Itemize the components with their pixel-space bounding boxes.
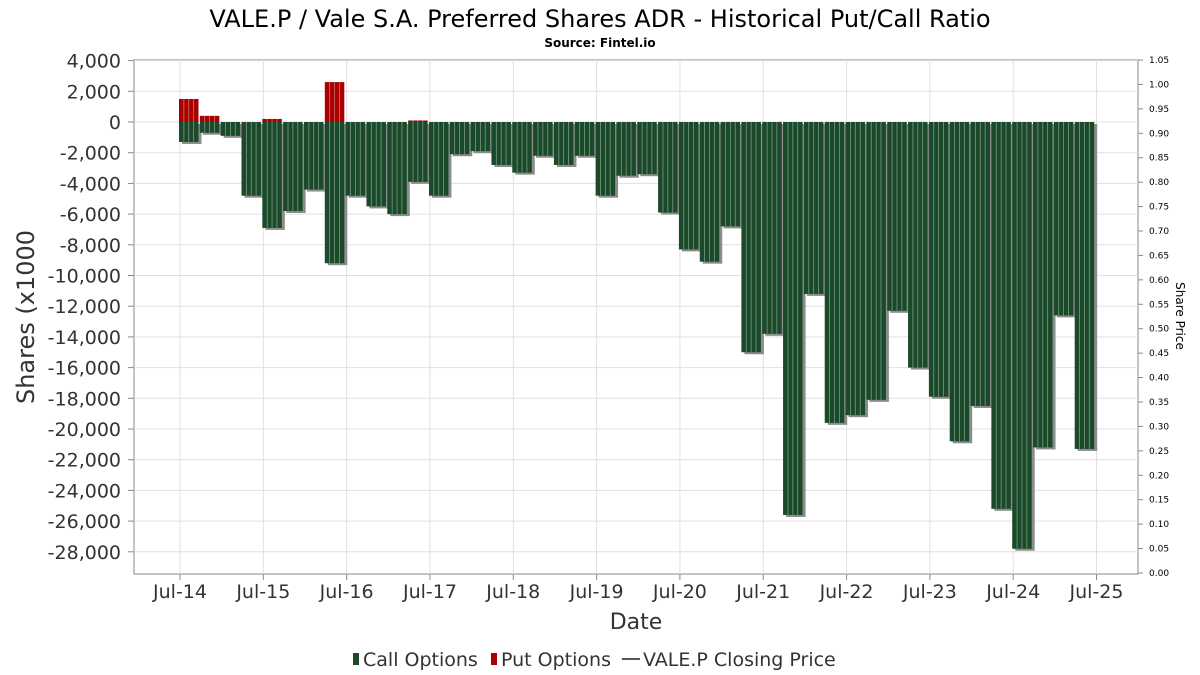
- y-axis-ticks: 4,000 2,000 0 -2,000 -4,000 -6,000 -8,000 -10,0…: [48, 51, 134, 564]
- y-tick-label: -6,000: [60, 204, 121, 226]
- y2-tick-label: 0.85: [1149, 154, 1169, 164]
- y2-tick-label: 0.40: [1149, 374, 1169, 384]
- legend-price-label: VALE.P Closing Price: [643, 649, 836, 671]
- y-tick-label: 0: [109, 112, 121, 134]
- y-tick-label: -14,000: [48, 327, 121, 349]
- y2-tick-label: 0.75: [1149, 203, 1169, 213]
- y-tick-label: -20,000: [48, 419, 121, 441]
- x-tick-label: Jul-18: [485, 581, 540, 603]
- y2-tick-label: 0.05: [1149, 545, 1169, 555]
- chart-subtitle: Source: Fintel.io: [544, 36, 655, 50]
- y-tick-label: -12,000: [48, 296, 121, 318]
- y2-tick-label: 1.05: [1149, 56, 1169, 66]
- legend-put-swatch: [491, 653, 497, 665]
- x-tick-label: Jul-22: [819, 581, 874, 603]
- y2-tick-label: 0.70: [1149, 227, 1169, 237]
- x-tick-label: Jul-17: [402, 581, 457, 603]
- y-tick-label: -18,000: [48, 388, 121, 410]
- y2-tick-label: 0.20: [1149, 471, 1169, 481]
- x-tick-label: Jul-19: [569, 581, 624, 603]
- y2-tick-label: 0.55: [1149, 300, 1169, 310]
- y-tick-label: -26,000: [48, 511, 121, 533]
- x-tick-label: Jul-21: [735, 581, 790, 603]
- y2-tick-label: 0.10: [1149, 520, 1169, 530]
- y-tick-label: -8,000: [60, 235, 121, 257]
- y-tick-label: -10,000: [48, 266, 121, 288]
- y-tick-label: 2,000: [67, 81, 121, 103]
- x-tick-label: Jul-24: [985, 581, 1040, 603]
- secondary-y-axis-ticks: 1.05 1.00 0.95 0.90 0.85 0.80 0.75 0.70 0.65 0.60…: [1138, 56, 1169, 579]
- y2-tick-label: 0.65: [1149, 251, 1169, 261]
- legend-call-label: Call Options: [363, 649, 478, 671]
- x-tick-label: Jul-14: [152, 581, 207, 603]
- legend-call-swatch: [353, 653, 359, 665]
- bars: [179, 82, 1098, 551]
- x-tick-label: Jul-23: [902, 581, 957, 603]
- y2-tick-label: 0.50: [1149, 325, 1169, 335]
- y2-tick-label: 0.15: [1149, 496, 1169, 506]
- y-tick-label: 4,000: [67, 51, 121, 73]
- chart-title: VALE.P / Vale S.A. Preferred Shares ADR …: [209, 5, 990, 33]
- y-axis-label: Shares (x1000: [12, 230, 40, 404]
- legend: Call Options Put Options VALE.P Closing …: [353, 649, 836, 671]
- y-tick-label: -4,000: [60, 173, 121, 195]
- x-axis-label: Date: [610, 610, 663, 635]
- y2-tick-label: 0.35: [1149, 398, 1169, 408]
- x-tick-label: Jul-15: [235, 581, 290, 603]
- y2-tick-label: 0.90: [1149, 129, 1169, 139]
- y2-tick-label: 0.95: [1149, 105, 1169, 115]
- y2-tick-label: 0.00: [1149, 569, 1169, 579]
- y-tick-label: -22,000: [48, 450, 121, 472]
- x-tick-label: Jul-20: [652, 581, 707, 603]
- y2-tick-label: 0.25: [1149, 447, 1169, 457]
- y2-tick-label: 0.80: [1149, 178, 1169, 188]
- legend-put-label: Put Options: [501, 649, 611, 671]
- secondary-y-axis-label: Share Price: [1173, 282, 1187, 350]
- y-tick-label: -16,000: [48, 358, 121, 380]
- x-axis-ticks: Jul-14 Jul-15 Jul-16 Jul-17 Jul-18 Jul-19 Jul-…: [152, 574, 1124, 603]
- x-tick-label: Jul-16: [319, 581, 374, 603]
- x-tick-label: Jul-25: [1069, 581, 1124, 603]
- y-tick-label: -2,000: [60, 143, 121, 165]
- y2-tick-label: 0.60: [1149, 276, 1169, 286]
- y-tick-label: -24,000: [48, 480, 121, 502]
- y2-tick-label: 1.00: [1149, 80, 1169, 90]
- y-tick-label: -28,000: [48, 542, 121, 564]
- y2-tick-label: 0.45: [1149, 349, 1169, 359]
- y2-tick-label: 0.30: [1149, 422, 1169, 432]
